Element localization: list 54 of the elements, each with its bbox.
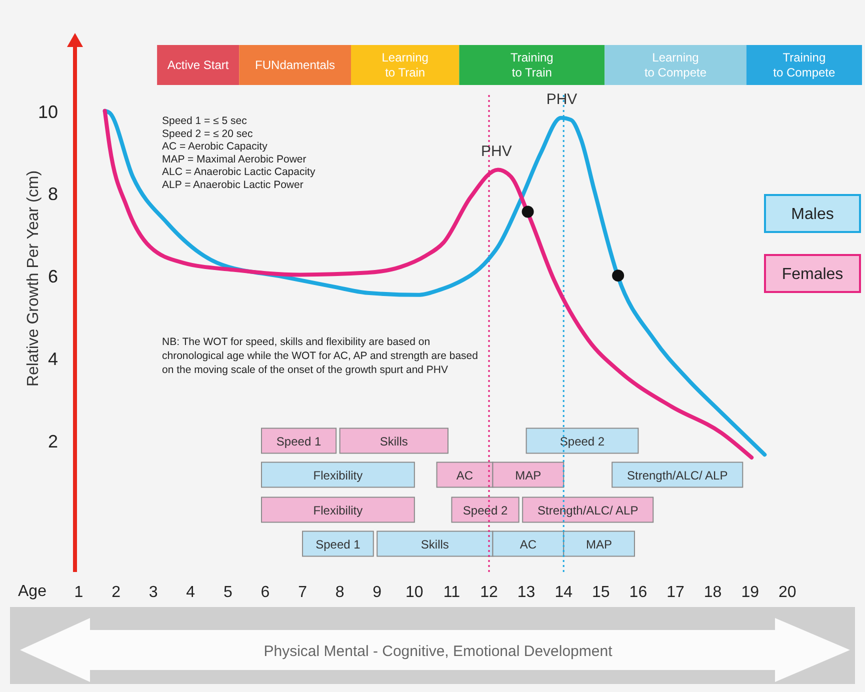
x-tick-label: 9 [372,584,382,601]
y-axis-title: Relative Growth Per Year (cm) [25,170,42,387]
band-label: Flexibility [313,503,363,518]
legend-key: Females [764,254,861,293]
text: Physical Mental - Cognitive, Emotional Development [264,643,614,660]
x-tick-label: 13 [517,584,536,601]
legend-key: Males [764,194,861,233]
band-label: MAP [515,468,542,482]
x-tick-label: 7 [298,584,308,601]
annotation: PHV [546,90,578,108]
annotation: PHV [481,142,512,160]
band-label: Flexibility [313,468,363,482]
band-label: Training to Compete [773,50,836,80]
band-label: Training to Train [510,50,554,80]
x-tick-label: 15 [592,584,610,601]
band-label: Skills [380,434,408,448]
band-label: Speed 2 [560,434,605,448]
band-label: Speed 2 [462,503,508,518]
x-tick-label: 19 [741,584,760,601]
band-label: Active Start [167,58,230,72]
band-label: FUNdamentals [255,58,336,72]
band-label: Skills [420,537,449,552]
band-label: Strength/ALC/ ALP [537,503,638,518]
x-tick-label: 8 [335,584,344,601]
band-label: Speed 1 [276,434,322,448]
band-label: MAP [586,537,612,552]
x-tick-label: 5 [223,584,232,601]
x-tick-label: 17 [666,584,685,601]
x-tick-label: 3 [148,584,158,601]
y-tick-label: 2 [48,431,58,452]
band-label: AC [520,537,537,552]
x-tick-label: 1 [74,584,84,601]
x-tick-label: 16 [629,584,648,601]
y-tick-label: 4 [48,348,58,369]
x-tick-label: 2 [112,584,121,601]
x-tick-label: 12 [480,584,498,601]
x-tick-label: 18 [704,584,722,601]
x-tick-label: 10 [406,584,424,601]
annotation: Speed 1 = ≤ 5 sec Speed 2 = ≤ 20 sec AC = Aerobic Capacity MAP = Maximal Aerobic Power ALC = Anaerobic Lactic Capacity ALP = Anaerobic Lactic Power [162,115,316,191]
y-tick-label: 8 [48,184,58,204]
x-tick-label: 20 [778,584,796,601]
y-tick-label: 6 [48,266,58,287]
band-label: Learning to Compete [644,50,707,80]
band-label: Learning to Train [382,50,428,80]
x-tick-label: 14 [554,584,573,601]
annotation: NB: The WOT for speed, skills and flexibility are based on chronological age while the WOT for AC, AP and strength are based on the moving scale of the onset of the growth spurt and PHV [162,336,478,376]
band-label: AC [456,468,474,482]
y-tick-label: 10 [38,102,58,122]
band-label: Speed 1 [316,537,361,552]
x-tick-label: 4 [186,584,196,601]
x-tick-label: 6 [260,584,270,601]
x-axis-title: Age [18,583,47,600]
band-label: Strength/ALC/ ALP [627,468,728,482]
x-tick-label: 11 [443,584,460,601]
